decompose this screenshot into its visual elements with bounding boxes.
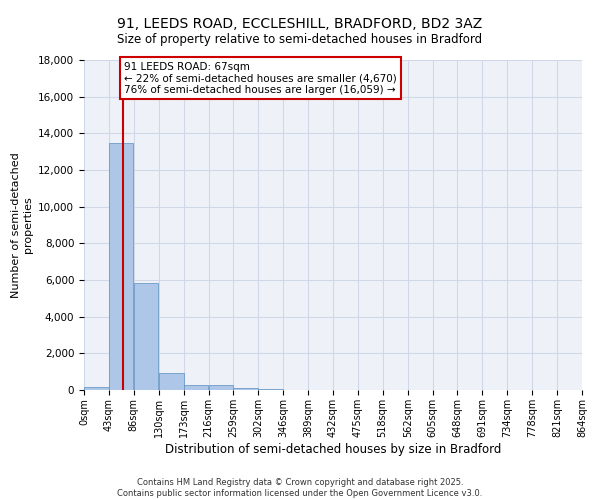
Y-axis label: Number of semi-detached
properties: Number of semi-detached properties <box>11 152 32 298</box>
Bar <box>134 283 158 390</box>
Text: Size of property relative to semi-detached houses in Bradford: Size of property relative to semi-detach… <box>118 32 482 46</box>
X-axis label: Distribution of semi-detached houses by size in Bradford: Distribution of semi-detached houses by … <box>165 442 501 456</box>
Bar <box>184 384 208 390</box>
Text: 91 LEEDS ROAD: 67sqm
← 22% of semi-detached houses are smaller (4,670)
76% of se: 91 LEEDS ROAD: 67sqm ← 22% of semi-detac… <box>124 62 397 95</box>
Text: 91, LEEDS ROAD, ECCLESHILL, BRADFORD, BD2 3AZ: 91, LEEDS ROAD, ECCLESHILL, BRADFORD, BD… <box>118 18 482 32</box>
Bar <box>109 142 133 390</box>
Bar <box>233 388 258 390</box>
Bar <box>84 387 109 390</box>
Text: Contains HM Land Registry data © Crown copyright and database right 2025.
Contai: Contains HM Land Registry data © Crown c… <box>118 478 482 498</box>
Bar <box>258 389 283 390</box>
Bar <box>159 372 184 390</box>
Bar <box>209 385 233 390</box>
